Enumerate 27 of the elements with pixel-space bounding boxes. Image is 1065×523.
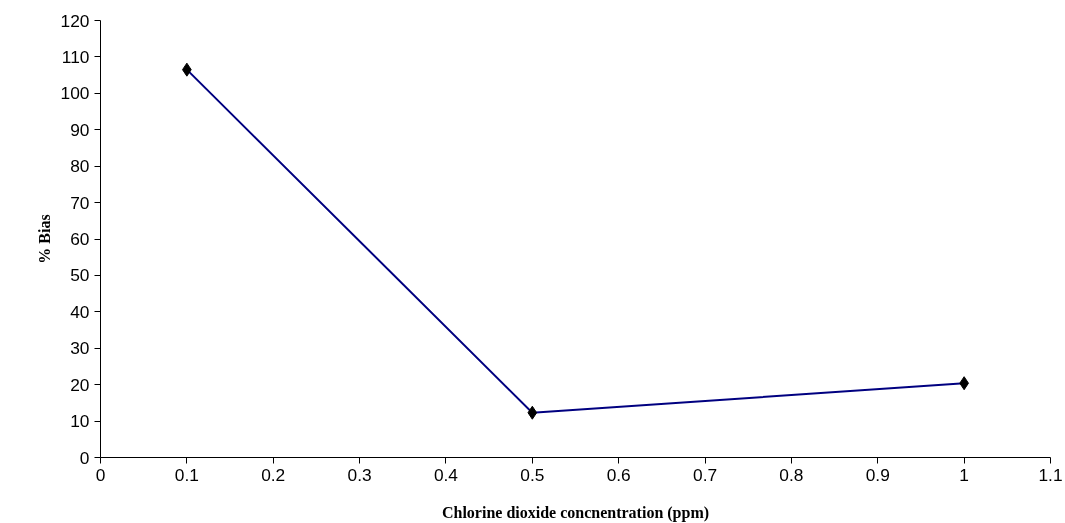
y-tick-label: 0 <box>79 447 90 468</box>
y-tick-label: 70 <box>70 192 90 213</box>
y-tick-label: 110 <box>61 46 90 67</box>
y-tick-label: 20 <box>70 374 90 395</box>
y-tick-label: 120 <box>60 10 90 31</box>
x-tick-label: 0.5 <box>520 464 545 485</box>
y-tick-label: 90 <box>70 119 90 140</box>
y-axis-title: % Bias <box>35 214 53 264</box>
y-tick-label: 10 <box>70 411 90 432</box>
y-tick-label: 50 <box>70 265 90 286</box>
x-tick-label: 1.1 <box>1038 464 1063 485</box>
y-tick-label: 80 <box>70 156 90 177</box>
x-tick-label: 0.1 <box>174 464 199 485</box>
x-axis-title: Chlorine dioxide concnentration (ppm) <box>441 503 710 522</box>
x-tick-label: 0.7 <box>693 464 718 485</box>
y-tick-label: 60 <box>70 229 90 249</box>
x-tick-label: 1 <box>959 464 969 485</box>
x-tick-label: 0.4 <box>433 464 459 485</box>
x-tick-label: 0.8 <box>779 464 804 485</box>
x-tick-label: 0.3 <box>347 464 372 485</box>
x-tick-label: 0 <box>95 464 106 485</box>
x-tick-label: 0.9 <box>865 464 890 485</box>
y-tick-label: 100 <box>60 83 90 104</box>
y-tick-label: 30 <box>70 338 90 359</box>
x-tick-label: 0.6 <box>606 464 631 485</box>
x-tick-label: 0.2 <box>261 464 286 485</box>
y-tick-label: 40 <box>70 301 90 322</box>
